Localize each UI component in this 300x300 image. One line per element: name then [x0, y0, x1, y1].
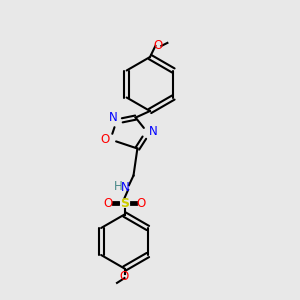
Text: O: O — [120, 269, 129, 283]
Text: O: O — [154, 39, 163, 52]
Text: O: O — [103, 197, 112, 210]
Text: O: O — [136, 197, 146, 210]
Text: H: H — [113, 179, 122, 193]
Text: N: N — [148, 124, 158, 138]
Text: N: N — [108, 111, 117, 124]
Text: N: N — [121, 181, 130, 194]
Text: S: S — [120, 197, 129, 210]
Text: O: O — [100, 133, 109, 146]
